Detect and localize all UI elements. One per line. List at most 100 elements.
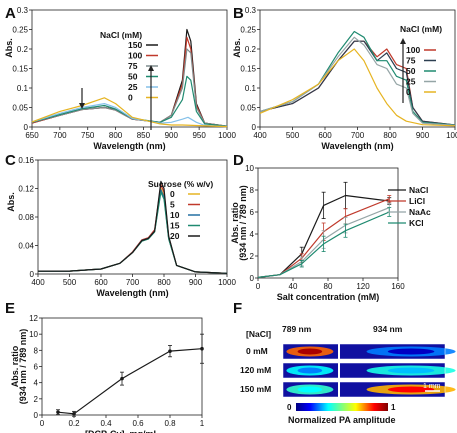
legend-title: Sucrose (% w/v)	[148, 179, 213, 189]
y-tick-label: 0.1	[245, 84, 257, 93]
legend-item: NaAc	[409, 207, 431, 217]
y-tick-label: 0	[252, 123, 257, 132]
y-axis-label-line: (934 nm / 789 nm)	[238, 185, 248, 261]
x-tick-label: 700	[126, 278, 140, 287]
x-axis-label: Wavelength (nm)	[96, 288, 168, 298]
pa-signal-core	[297, 348, 323, 355]
y-tick-label: 0	[34, 411, 39, 420]
data-point	[56, 410, 60, 414]
x-tick-label: 700	[351, 131, 365, 140]
panel-letter-a: A	[5, 5, 16, 22]
y-tick-label: 0.25	[12, 26, 28, 35]
y-tick-label: 0.1	[17, 84, 29, 93]
scale-bar-label: 1 mm	[423, 383, 441, 390]
y-tick-label: 0	[24, 123, 29, 132]
legend-item: 20	[170, 231, 180, 241]
series-line	[57, 348, 203, 415]
x-axis-label: [DCP-Cy], mg/mL	[85, 429, 160, 433]
y-tick-label: 0.15	[12, 65, 28, 74]
panel-letter-d: D	[233, 152, 244, 169]
legend-item: 0	[128, 93, 133, 103]
x-tick-label: 400	[253, 131, 267, 140]
legend-item: KCl	[409, 218, 424, 228]
pa-934-header: 934 nm	[373, 324, 403, 334]
series-line	[31, 75, 228, 127]
y-axis-label-line: (934 nm / 789 nm)	[18, 329, 28, 405]
y-tick-label: 0.16	[18, 156, 34, 165]
x-tick-label: 0.4	[100, 419, 112, 428]
plot-frame	[257, 167, 399, 279]
colorbar-label: Normalized PA amplitude	[288, 415, 396, 425]
legend-item: 50	[406, 66, 416, 76]
x-tick-label: 0.6	[132, 419, 144, 428]
x-tick-label: 650	[25, 131, 39, 140]
chart-c: 400 500 600 700 800 900 1000 0 0.04 0.08 0.12 0.16 W…	[6, 156, 236, 298]
pa-conc-header: [NaCl]	[246, 329, 271, 339]
colorbar-max: 1	[391, 403, 396, 412]
x-axis-label: Wavelength (nm)	[93, 141, 165, 151]
y-axis-label: Abs.	[232, 38, 242, 58]
series-line	[38, 189, 228, 274]
y-tick-label: 4	[34, 379, 39, 388]
pa-row-label-2: 150 mM	[240, 384, 271, 394]
y-tick-label: 0.3	[245, 6, 257, 15]
y-tick-label: 10	[245, 164, 254, 173]
x-tick-label: 900	[416, 131, 430, 140]
y-tick-label: 0.05	[240, 104, 256, 113]
series-line	[259, 48, 456, 127]
x-tick-label: 1	[200, 419, 205, 428]
y-axis-label-line: Abs. ratio	[230, 202, 240, 244]
x-tick-label: 1000	[446, 131, 457, 140]
x-tick-label: 900	[189, 278, 203, 287]
x-tick-label: 160	[391, 282, 405, 291]
y-tick-label: 8	[34, 346, 39, 355]
pa-row-label-0: 0 mM	[246, 346, 268, 356]
y-tick-label: 0.12	[18, 185, 34, 194]
plot-frame	[41, 317, 203, 416]
plot-frame	[37, 159, 228, 275]
legend-item: NaCl	[409, 185, 428, 195]
y-tick-label: 0.04	[18, 242, 34, 251]
legend-title: NaCl (mM)	[100, 30, 142, 40]
series-line	[38, 180, 228, 274]
x-tick-label: 0	[256, 282, 261, 291]
x-tick-label: 900	[165, 131, 179, 140]
x-tick-label: 800	[383, 131, 397, 140]
chart-d: 0 40 80 120 160 0 2 4 6 8 10 Salt concentration (mM…	[230, 164, 431, 302]
panel-letter-f: F	[233, 300, 242, 317]
x-axis-label: Wavelength (nm)	[321, 141, 393, 151]
x-tick-label: 0.2	[68, 419, 80, 428]
panel-letter-e: E	[5, 300, 15, 317]
x-tick-label: 1000	[218, 131, 236, 140]
data-point	[72, 411, 76, 416]
y-tick-label: 0.15	[240, 65, 256, 74]
colorbar-min: 0	[287, 403, 292, 412]
legend-item: 0	[170, 189, 175, 199]
y-axis-label: Abs.	[6, 192, 16, 212]
data-point	[168, 349, 172, 353]
pa-signal-core	[387, 367, 435, 374]
panel-letter-c: C	[5, 152, 16, 169]
legend-item: 25	[128, 82, 138, 92]
pa-row-frame	[282, 362, 446, 379]
x-tick-label: 800	[109, 131, 123, 140]
y-tick-label: 12	[29, 314, 38, 323]
y-tick-label: 0.3	[17, 6, 29, 15]
data-point	[200, 346, 204, 351]
x-tick-label: 950	[192, 131, 206, 140]
x-axis-label: Salt concentration (mM)	[277, 292, 380, 302]
chart-b: 400500600700800900100000.050.10.150.20.2…	[232, 6, 457, 151]
y-tick-label: 0.2	[245, 45, 257, 54]
pa-row-frame	[282, 381, 446, 398]
legend-item: 15	[170, 221, 180, 231]
y-axis-label: Abs.	[4, 38, 14, 58]
legend-title: NaCl (mM)	[400, 24, 442, 34]
pa-image-panel: [NaCl] 789 nm 934 nm 0 mM 120 mM 150 mM …	[240, 324, 456, 425]
colorbar	[296, 403, 388, 411]
legend-item: LiCl	[409, 196, 425, 206]
legend-item: 0	[406, 87, 411, 97]
x-tick-label: 0.8	[164, 419, 176, 428]
pa-789-header: 789 nm	[282, 324, 312, 334]
